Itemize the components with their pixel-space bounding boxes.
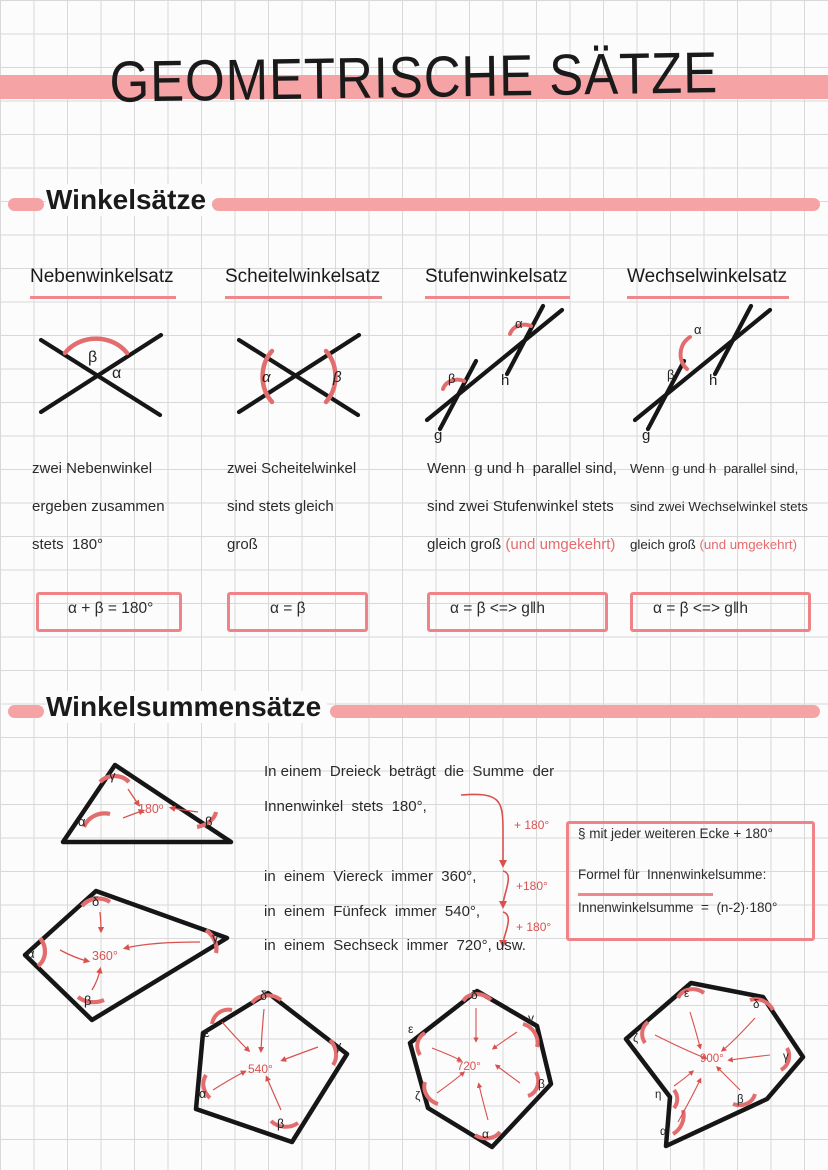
svg-text:α: α [660, 1126, 667, 1138]
svg-text:α: α [27, 946, 35, 961]
svg-text:β: β [84, 993, 91, 1008]
svg-text:γ: γ [335, 1039, 342, 1053]
svg-text:β: β [737, 1094, 744, 1106]
svg-text:β: β [538, 1077, 545, 1091]
svg-text:δ: δ [471, 988, 478, 1002]
svg-text:α: α [482, 1127, 489, 1141]
svg-text:720°: 720° [457, 1061, 481, 1073]
svg-text:ε: ε [408, 1022, 414, 1036]
svg-text:δ: δ [92, 894, 99, 909]
svg-text:540°: 540° [248, 1062, 273, 1076]
svg-text:γ: γ [109, 768, 116, 783]
svg-text:δ: δ [260, 989, 267, 1003]
svg-text:β: β [205, 814, 212, 829]
svg-text:γ: γ [783, 1051, 789, 1063]
svg-text:ζ: ζ [415, 1089, 421, 1103]
svg-text:γ: γ [212, 930, 219, 945]
svg-text:α: α [78, 814, 86, 829]
svg-text:α: α [199, 1087, 206, 1101]
svg-text:360°: 360° [92, 949, 118, 963]
svg-text:δ: δ [753, 999, 759, 1011]
svg-text:γ: γ [528, 1011, 534, 1025]
svg-text:η: η [655, 1089, 661, 1101]
svg-text:180o: 180o [138, 802, 164, 817]
svg-text:ε: ε [684, 988, 689, 1000]
svg-text:β: β [277, 1117, 284, 1131]
svg-text:900°: 900° [700, 1053, 724, 1065]
svg-text:ε: ε [204, 1026, 210, 1040]
svg-text:ζ: ζ [633, 1033, 638, 1045]
